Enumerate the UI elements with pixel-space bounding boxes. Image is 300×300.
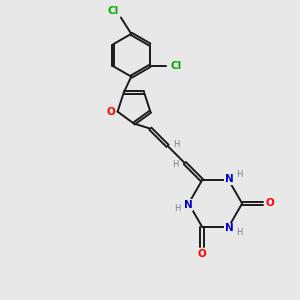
Text: O: O [265,199,274,208]
Text: N: N [225,174,234,184]
Text: H: H [173,140,180,149]
Text: Cl: Cl [108,6,119,16]
Text: H: H [236,228,242,237]
Text: Cl: Cl [170,61,181,71]
Text: H: H [236,170,242,179]
Text: O: O [107,107,116,117]
Text: O: O [198,249,206,259]
Text: N: N [225,223,234,233]
Text: H: H [172,160,178,169]
Text: N: N [184,200,192,210]
Text: H: H [174,204,181,213]
